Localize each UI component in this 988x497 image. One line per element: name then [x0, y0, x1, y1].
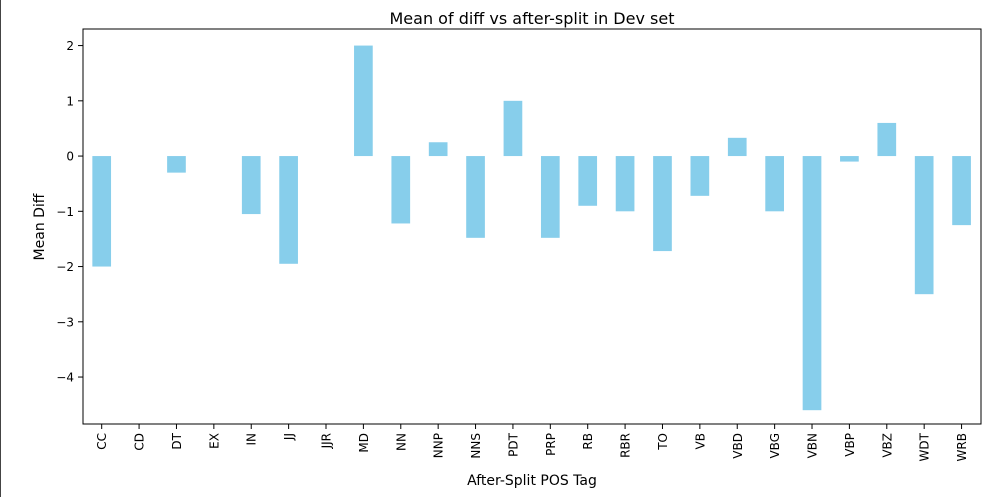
- bar-jj: [279, 156, 298, 264]
- x-tick-label: RB: [581, 433, 595, 450]
- bar-vbn: [802, 156, 822, 411]
- y-tick-label: −1: [56, 205, 74, 219]
- x-tick-label: WDT: [918, 432, 932, 461]
- x-tick-label: EX: [207, 433, 221, 449]
- bar-pdt: [503, 100, 523, 157]
- y-tick-label: −4: [56, 371, 74, 385]
- x-tick-label: VBD: [731, 433, 745, 459]
- x-tick-label: VBP: [843, 433, 857, 457]
- bar-rbr: [615, 156, 635, 212]
- y-tick-label: 0: [66, 150, 74, 164]
- x-tick-label: NN: [394, 433, 408, 451]
- bar-rb: [578, 156, 598, 206]
- x-tick-label: VBZ: [880, 433, 894, 458]
- bar-wdt: [914, 156, 934, 295]
- bar-md: [354, 45, 373, 157]
- x-tick-label: JJ: [282, 433, 296, 441]
- x-axis-label: After-Split POS Tag: [467, 473, 597, 489]
- bar-cc: [92, 156, 112, 267]
- bars: [92, 45, 971, 411]
- bar-nns: [466, 156, 485, 238]
- bar-vbp: [840, 156, 859, 162]
- x-tick-label: PRP: [544, 433, 558, 456]
- x-tick-label: NNP: [432, 433, 446, 458]
- chart-title: Mean of diff vs after-split in Dev set: [390, 9, 675, 28]
- x-tick-label: MD: [357, 433, 371, 453]
- bar-nnp: [428, 142, 448, 157]
- x-tick-label: NNS: [469, 433, 483, 459]
- x-tick-label: TO: [656, 433, 670, 451]
- y-tick-label: −2: [56, 260, 74, 274]
- window-edge: [0, 0, 1, 497]
- x-tick-label: VBN: [806, 433, 820, 458]
- x-tick-label: RBR: [619, 433, 633, 458]
- bar-dt: [167, 156, 186, 173]
- bar-wrb: [952, 156, 971, 226]
- x-tick-label: WRB: [955, 433, 969, 461]
- plot-frame: [82, 28, 982, 425]
- bar-vbg: [765, 156, 784, 212]
- y-tick-label: 1: [66, 94, 74, 108]
- y-tick-label: 2: [66, 39, 74, 53]
- y-axis: 2 1 0 −1 −2 −3 −4: [56, 39, 83, 385]
- bar-nn: [391, 156, 411, 224]
- x-tick-label: PDT: [506, 432, 520, 456]
- y-axis-label: Mean Diff: [32, 193, 48, 260]
- bar-vbd: [727, 137, 747, 157]
- bar-to: [653, 156, 672, 252]
- bar-in: [241, 156, 261, 215]
- x-tick-label: DT: [170, 432, 184, 449]
- x-tick-label: VB: [693, 433, 707, 449]
- x-axis: CC CD DT EX IN JJ JJR MD NN NNP NNS PDT PRP RB RBR TO VB…: [95, 424, 969, 461]
- x-tick-label: VBG: [768, 433, 782, 459]
- x-tick-label: IN: [245, 433, 259, 446]
- bar-prp: [540, 156, 560, 238]
- x-tick-label: CD: [133, 433, 147, 451]
- bar-vb: [690, 156, 710, 196]
- y-tick-label: −3: [56, 315, 74, 329]
- bar-vbz: [877, 122, 897, 157]
- x-tick-label: JJR: [320, 433, 334, 449]
- x-tick-label: CC: [95, 433, 109, 450]
